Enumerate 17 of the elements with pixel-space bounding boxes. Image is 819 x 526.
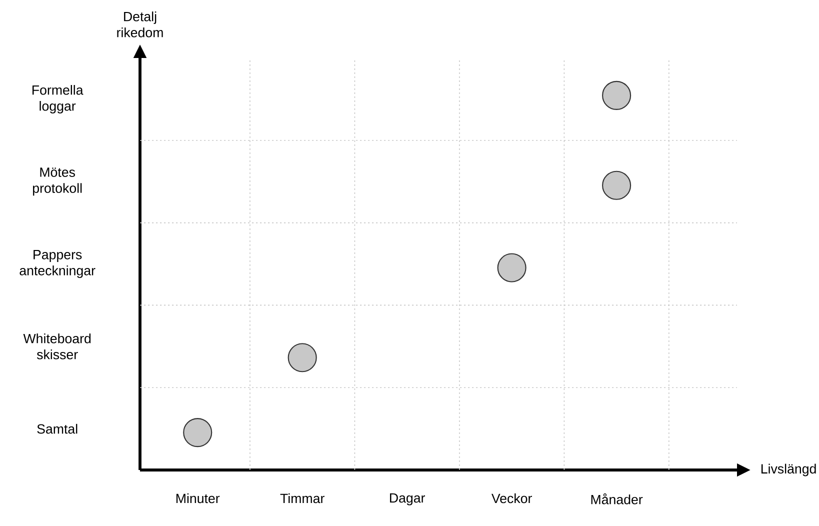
text: Samtal [37,424,78,434]
x-tick-label: Timmar [280,493,324,504]
point [183,418,212,448]
text: Pappers anteckningar [20,250,96,278]
text: Mötes protokoll [32,168,82,196]
x-axis-title: Livslängd [761,464,816,476]
text: Whiteboard skisser [23,334,91,360]
x-tick-label: Minuter [176,493,220,504]
point [497,253,526,282]
y-axis-title: Detalj rikedom [117,12,163,38]
x-tick-label: Månader [591,493,643,504]
point [288,343,317,372]
x-tick-label: Dagar [390,493,426,506]
point [602,170,632,200]
point [602,80,632,110]
x-tick-label: Veckor [491,493,532,504]
text: Formella loggar [32,84,84,114]
